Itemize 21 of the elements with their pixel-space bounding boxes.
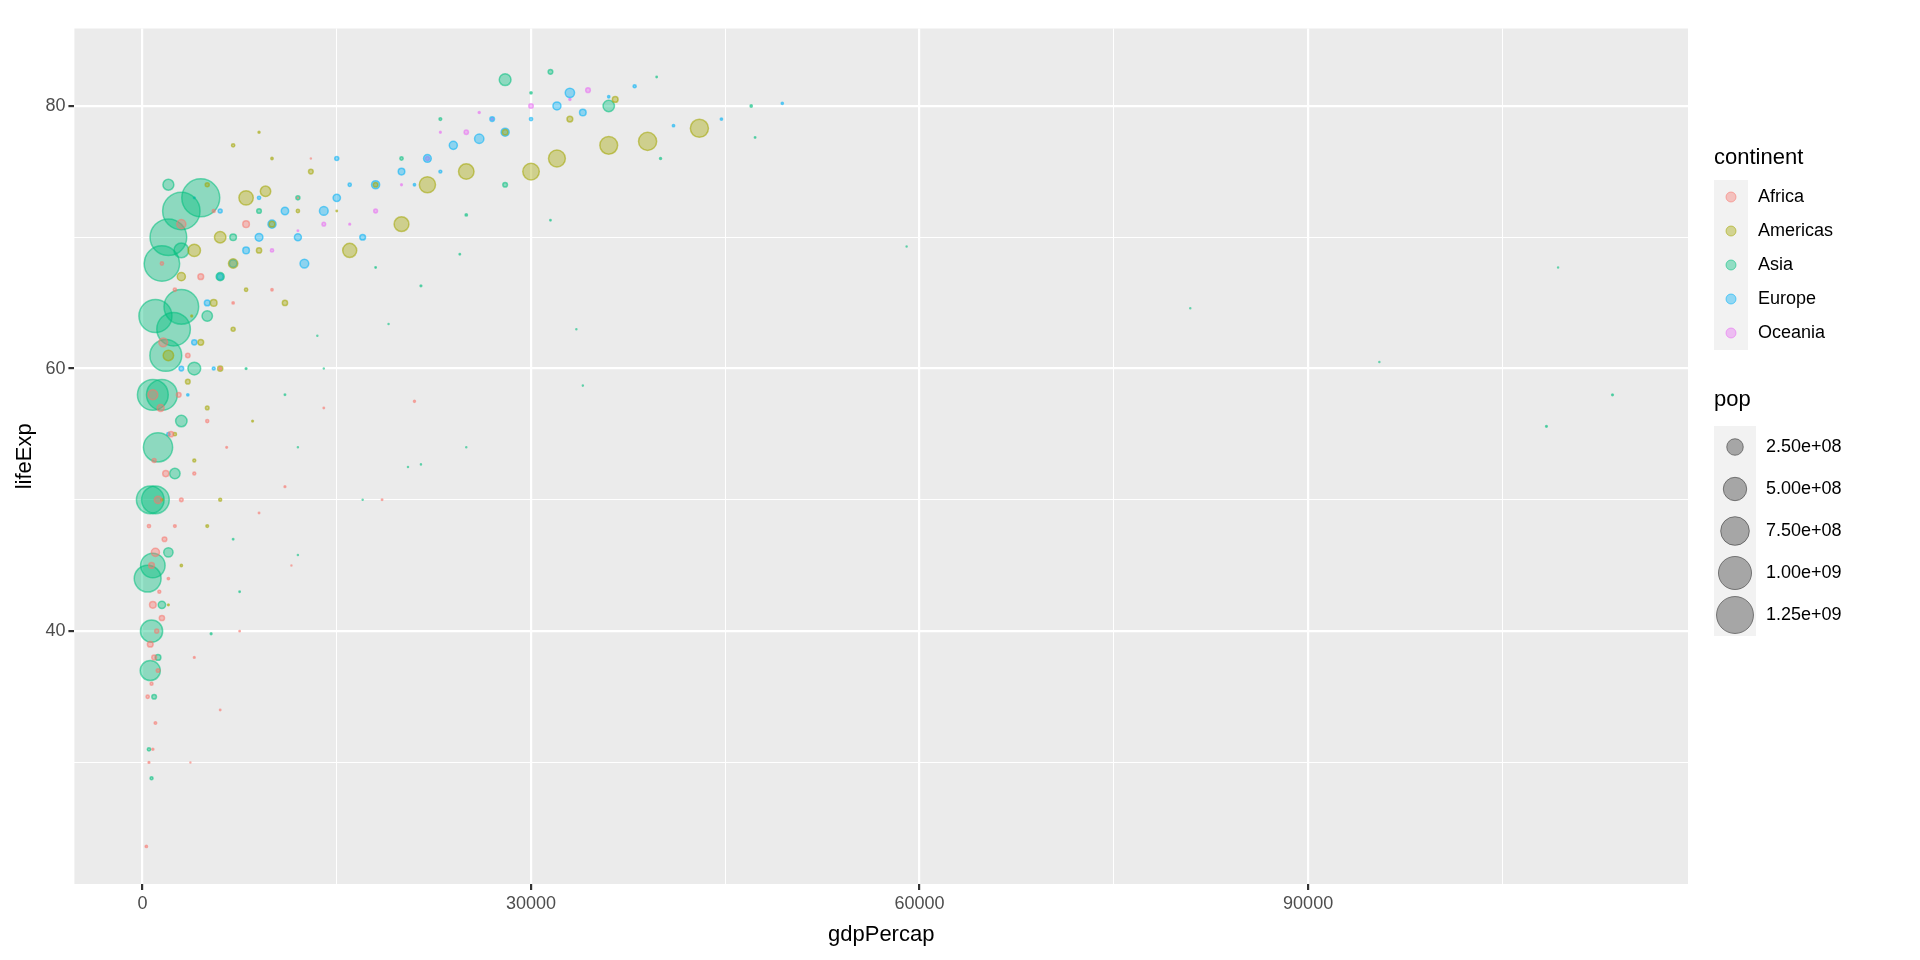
legend-label: Europe bbox=[1758, 287, 1817, 308]
legend-label: Americas bbox=[1758, 219, 1834, 240]
x-tick-label: 90000 bbox=[1283, 892, 1334, 913]
x-tick-label: 60000 bbox=[894, 892, 945, 913]
x-axis-title: gdpPercap bbox=[828, 920, 935, 946]
y-axis-title: lifeExp bbox=[11, 423, 37, 490]
x-tick-label: 0 bbox=[137, 892, 148, 913]
x-tick-label: 30000 bbox=[506, 892, 557, 913]
legend-label: Asia bbox=[1758, 253, 1794, 274]
legend-label: 7.50e+08 bbox=[1766, 519, 1842, 540]
legend-label: 1.25e+09 bbox=[1766, 603, 1842, 624]
legend-title: continent bbox=[1714, 144, 1804, 170]
y-tick-label: 40 bbox=[45, 620, 66, 641]
text: pop bbox=[1714, 386, 1751, 412]
y-tick-label: 80 bbox=[45, 94, 66, 115]
legend-label: Africa bbox=[1758, 185, 1805, 206]
y-tick-label: 60 bbox=[45, 357, 66, 378]
legend-label: 5.00e+08 bbox=[1766, 477, 1842, 498]
legend-label: 1.00e+09 bbox=[1766, 561, 1842, 582]
legend-label: Oceania bbox=[1758, 321, 1827, 342]
legend-label: 2.50e+08 bbox=[1766, 435, 1842, 456]
